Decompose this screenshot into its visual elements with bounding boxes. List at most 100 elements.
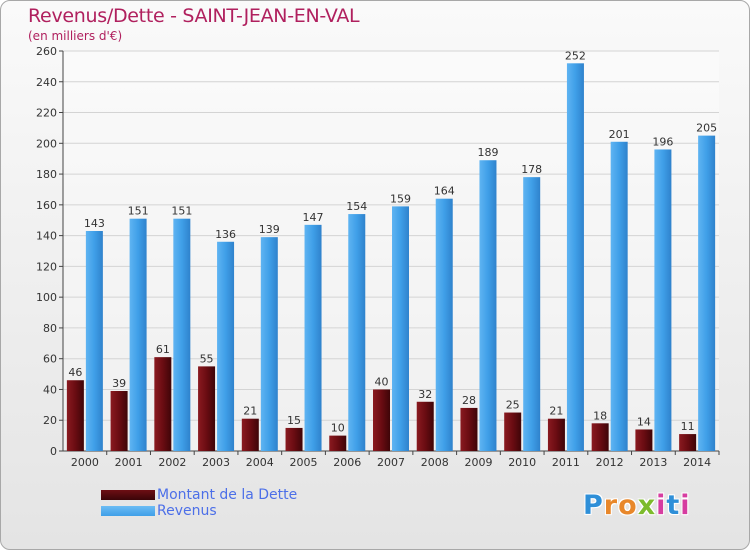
x-tick-label: 2007 [377, 456, 405, 469]
bar-revenus [217, 241, 235, 451]
legend-label-debt: Montant de la Dette [157, 487, 298, 503]
value-label-revenus: 154 [346, 200, 367, 213]
x-tick-label: 2005 [290, 456, 318, 469]
bar-dette [329, 435, 347, 451]
bar-dette [110, 391, 128, 451]
value-label-dette: 28 [462, 394, 476, 407]
x-tick-label: 2014 [683, 456, 711, 469]
x-tick-label: 2013 [639, 456, 667, 469]
y-tick-label: 220 [36, 107, 57, 120]
bar-revenus [392, 206, 409, 451]
bar-dette [547, 418, 565, 451]
value-label-revenus: 196 [652, 135, 673, 148]
value-label-revenus: 136 [215, 228, 236, 241]
bars [66, 63, 716, 452]
legend-swatch-revenus [101, 506, 155, 516]
y-tick-label: 40 [43, 383, 57, 396]
value-label-revenus: 151 [128, 205, 149, 218]
legend-label-revenus: Revenus [157, 503, 217, 519]
chart-subtitle: (en milliers d'€) [28, 29, 123, 43]
logo-letter: t [666, 490, 681, 521]
value-label-revenus: 201 [609, 128, 630, 141]
bar-dette [635, 429, 653, 451]
value-label-revenus: 164 [434, 185, 455, 198]
bar-dette [241, 418, 259, 451]
bar-revenus [654, 149, 672, 451]
y-tick-label: 260 [36, 45, 57, 58]
value-label-dette: 39 [112, 377, 126, 390]
legend-swatch-debt [101, 490, 155, 500]
value-label-dette: 46 [68, 366, 82, 379]
y-tick-label: 120 [36, 260, 57, 273]
bar-revenus [610, 141, 628, 451]
x-tick-label: 2008 [421, 456, 449, 469]
legend: Montant de la Dette Revenus [101, 487, 297, 519]
axes: 0 20 40 60 80 100 120 140 160 180 200 220 240 260 2000… [36, 45, 720, 469]
bar-revenus [173, 218, 191, 451]
logo-letter: P [583, 490, 604, 521]
logo-letter: o [618, 490, 638, 521]
logo-letter: i [680, 490, 691, 521]
y-tick-label: 140 [36, 230, 57, 243]
y-tick-label: 60 [43, 353, 57, 366]
bar-revenus [523, 177, 541, 451]
value-labels: 46 143 39 151 61 151 55 136 21 139 15 147 10 154 40 159… [68, 49, 717, 434]
y-tick-label: 240 [36, 76, 57, 89]
x-tick-label: 2011 [552, 456, 580, 469]
value-label-revenus: 147 [303, 211, 324, 224]
value-label-dette: 55 [200, 352, 214, 365]
y-tick-label: 160 [36, 199, 57, 212]
x-tick-label: 2002 [158, 456, 186, 469]
y-tick-label: 180 [36, 168, 57, 181]
y-tick-label: 0 [50, 445, 57, 458]
value-label-revenus: 252 [565, 49, 586, 62]
bar-revenus [566, 63, 584, 452]
bar-revenus [260, 237, 278, 451]
bar-revenus [435, 198, 453, 451]
value-label-revenus: 205 [696, 122, 717, 135]
y-tick-label: 200 [36, 137, 57, 150]
bar-dette [285, 427, 303, 451]
value-label-revenus: 143 [84, 217, 105, 230]
legend-item-revenus: Revenus [101, 503, 297, 519]
bar-chart: 0 20 40 60 80 100 120 140 160 180 200 220 240 260 2000… [36, 45, 720, 469]
value-label-dette: 18 [593, 409, 607, 422]
x-tick-label: 2004 [246, 456, 274, 469]
value-label-dette: 15 [287, 414, 301, 427]
value-label-dette: 11 [681, 420, 695, 433]
value-label-dette: 21 [243, 405, 257, 418]
value-label-revenus: 139 [259, 223, 280, 236]
bar-revenus [348, 214, 366, 451]
x-tick-label: 2006 [333, 456, 361, 469]
bar-revenus [698, 135, 716, 451]
value-label-revenus: 189 [477, 146, 498, 159]
value-label-dette: 14 [637, 415, 651, 428]
value-label-dette: 61 [156, 343, 170, 356]
y-tick-label: 100 [36, 291, 57, 304]
x-tick-label: 2000 [71, 456, 99, 469]
bar-dette [373, 389, 390, 451]
chart-title: Revenus/Dette - SAINT-JEAN-EN-VAL [28, 5, 360, 27]
y-tick-label: 20 [43, 414, 57, 427]
logo-letter: x [637, 490, 657, 521]
x-tick-label: 2009 [464, 456, 492, 469]
bar-dette [679, 434, 697, 451]
x-tick-label: 2001 [115, 456, 143, 469]
value-label-dette: 25 [506, 399, 520, 412]
grid-lines [63, 50, 719, 452]
y-tick-label: 80 [43, 322, 57, 335]
bar-dette [66, 380, 84, 451]
bar-dette [591, 423, 609, 451]
proxiti-logo: Proxiti [583, 490, 691, 521]
value-label-dette: 40 [375, 375, 389, 388]
bar-revenus [85, 231, 103, 451]
plot-area [63, 51, 719, 451]
bar-dette [416, 401, 434, 451]
bar-revenus [479, 160, 497, 451]
bar-revenus [304, 224, 322, 451]
value-label-revenus: 159 [390, 192, 411, 205]
bar-dette [154, 357, 172, 451]
bar-dette [460, 407, 478, 451]
bar-dette [504, 412, 522, 451]
